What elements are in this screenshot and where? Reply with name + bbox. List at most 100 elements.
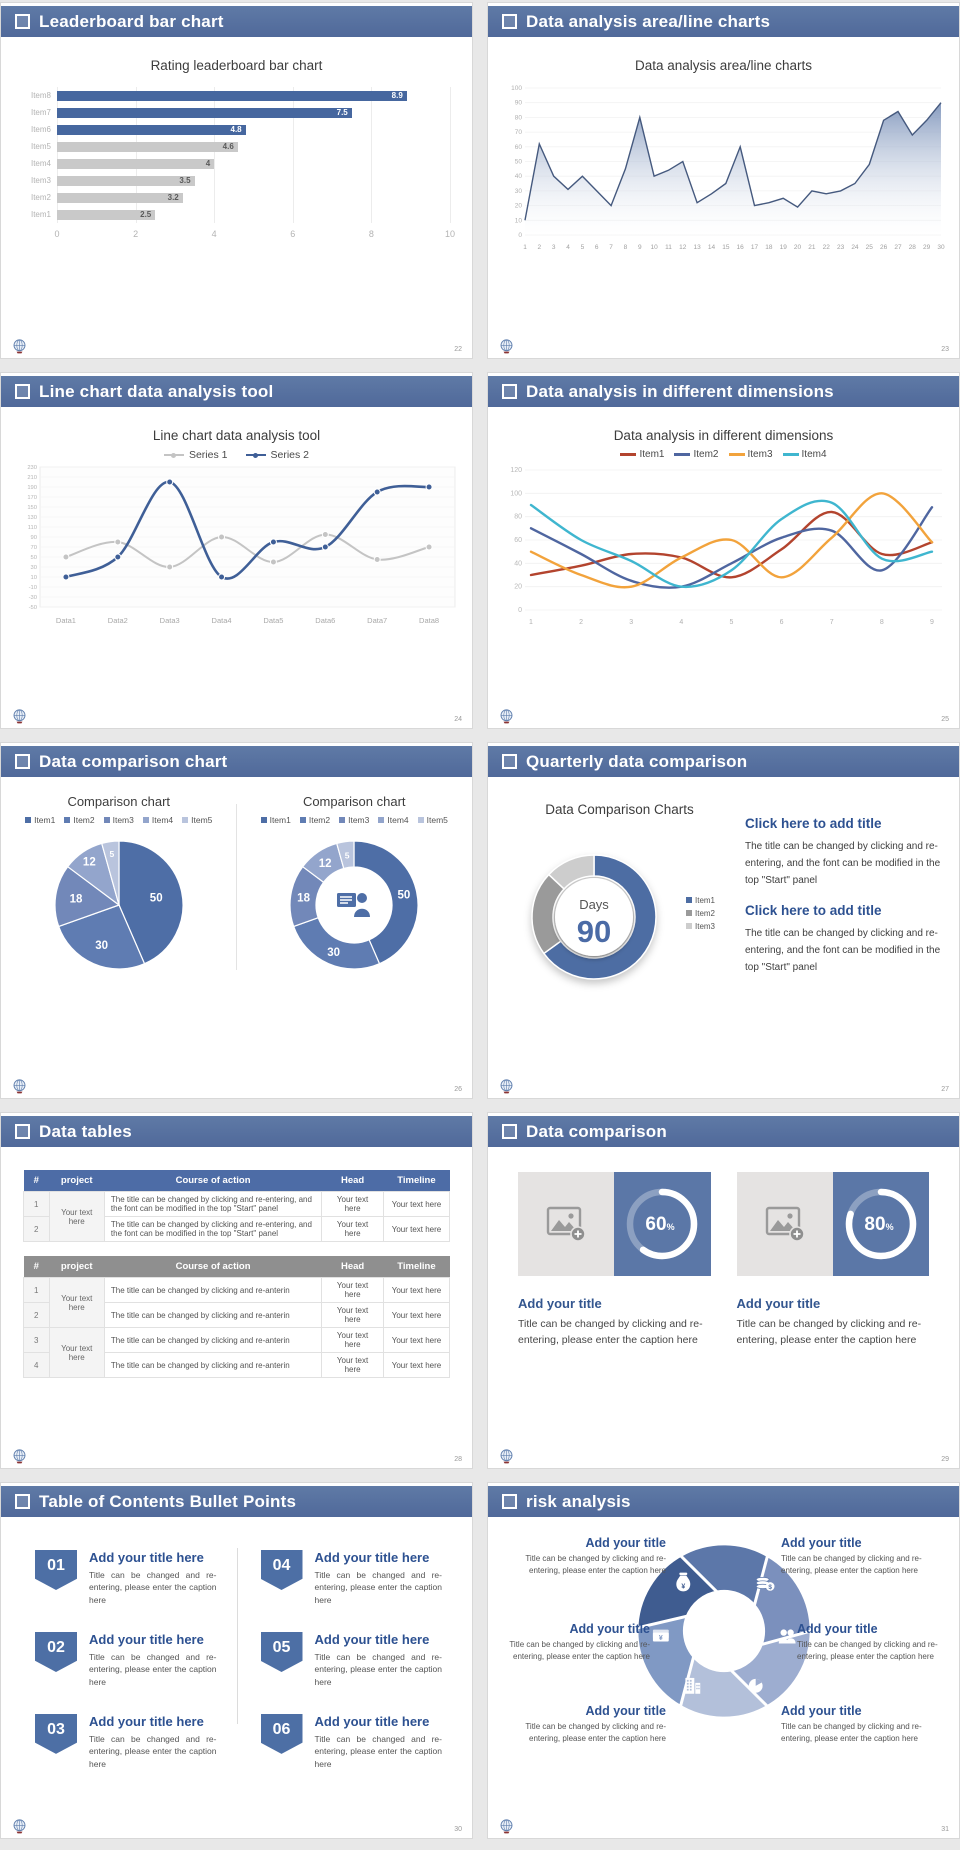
chart-title: Comparison chart: [67, 794, 171, 809]
legend-item: Item3: [686, 922, 715, 931]
svg-text:21: 21: [808, 244, 816, 251]
head-cell: Your text here: [321, 1302, 384, 1328]
page-number: 23: [941, 346, 949, 353]
panel-divider: [235, 804, 237, 970]
bar-track: 3.2: [57, 192, 450, 203]
page-number: 26: [454, 1086, 462, 1093]
card-caption: Title can be changed by clicking and re-…: [736, 1318, 922, 1347]
number-badge: 06: [260, 1713, 303, 1754]
risk-caption: Title can be changed by clicking and re-…: [797, 1640, 938, 1661]
page-number: 29: [941, 1456, 949, 1463]
legend-swatch: [103, 817, 110, 823]
svg-text:25: 25: [866, 244, 874, 251]
legend-label: Item3: [348, 815, 370, 825]
gridline: [135, 87, 137, 223]
page-number: 27: [941, 1086, 949, 1093]
toc-item-title: Add your title here: [314, 1631, 430, 1647]
bar: 4.6: [57, 141, 238, 152]
svg-text:11: 11: [665, 244, 672, 251]
column-header: Timeline: [383, 1256, 450, 1278]
legend-item: Item3: [339, 815, 369, 825]
block-heading: Click here to add title: [745, 816, 882, 831]
progress-ring-box: 80%: [832, 1172, 929, 1276]
svg-text:0: 0: [518, 232, 522, 239]
legend-item: Item4: [142, 815, 173, 825]
svg-text:30: 30: [95, 940, 108, 952]
slide-header: Quarterly data comparison: [488, 746, 959, 777]
slide-header: Line chart data analysis tool: [1, 376, 472, 407]
project-cell: Your text here: [48, 1277, 105, 1328]
slide-quarterly-comparison[interactable]: Quarterly data comparison Data Compariso…: [487, 742, 960, 1099]
risk-text-block: Add your title Title can be changed by cl…: [504, 1536, 666, 1577]
toc-item-title: Add your title here: [89, 1713, 204, 1729]
svg-text:1: 1: [529, 619, 533, 626]
risk-text-block: Add your title Title can be changed by cl…: [488, 1622, 650, 1663]
toc-text: Add your title here Title can be changed …: [315, 1632, 443, 1688]
column-header: Head: [321, 1170, 384, 1192]
column-header: project: [49, 1170, 105, 1192]
svg-text:70: 70: [31, 545, 37, 551]
building-icon: [684, 1677, 700, 1694]
chart-legend: Series 1 Series 2: [1, 449, 472, 461]
legend-item: Item1: [620, 449, 664, 460]
bar-row: Item6 4.8: [13, 121, 450, 138]
slide-toc-bullet-points[interactable]: Table of Contents Bullet Points 01 Add yo…: [0, 1482, 473, 1839]
svg-text:70: 70: [515, 129, 523, 136]
slide-title: Line chart data analysis tool: [39, 381, 274, 401]
svg-text:60: 60: [515, 144, 523, 151]
slide-data-comparison-pies[interactable]: Data comparison chart Comparison chart I…: [0, 742, 473, 1099]
svg-text:27: 27: [894, 244, 902, 251]
slide-area-line-charts[interactable]: Data analysis area/line charts Data anal…: [487, 2, 960, 359]
svg-text:30: 30: [937, 244, 945, 251]
bar-label: Item6: [30, 125, 51, 134]
number-badge: 02: [35, 1631, 77, 1672]
svg-text:12: 12: [319, 858, 332, 870]
globe-emblem-icon: [13, 709, 26, 724]
bar: 3.5: [57, 175, 195, 186]
toc-item: 05 Add your title here Title can be change…: [260, 1631, 443, 1688]
svg-text:100: 100: [511, 85, 522, 92]
legend-label: Item1: [34, 815, 56, 825]
slide-leaderboard-bar-chart[interactable]: Leaderboard bar chart Rating leaderboard…: [0, 2, 473, 359]
risk-text-block: Add your title Title can be changed by cl…: [504, 1704, 666, 1745]
bar-track: 4.6: [57, 141, 450, 152]
svg-text:30: 30: [31, 565, 37, 571]
legend-swatch: [728, 453, 745, 456]
legend-item: Item3: [728, 449, 773, 460]
slide-data-tables[interactable]: Data tables # project Course of action Head…: [0, 1112, 473, 1469]
donut-days-panel: Data Comparison Charts Days 90 Item1 Item2…: [508, 802, 731, 1005]
svg-text:12: 12: [83, 857, 96, 869]
bar-chart-gridlines: [57, 87, 451, 223]
bar-row: Item7 7.5: [13, 104, 450, 121]
risk-text-block: Add your title Title can be changed by cl…: [781, 1536, 943, 1577]
bar-value-label: 4.8: [230, 124, 242, 134]
column-divider: [236, 1548, 238, 1724]
svg-text:8: 8: [880, 619, 884, 626]
legend-label: Series 2: [270, 449, 310, 461]
svg-text:230: 230: [27, 465, 37, 471]
svg-text:20: 20: [514, 584, 522, 591]
slide-line-chart-tool[interactable]: Line chart data analysis tool Line chart…: [0, 372, 473, 729]
toc-item-caption: Title can be changed and re-entering, pl…: [89, 1651, 217, 1687]
brand-logo-icon: [13, 1079, 26, 1094]
card-visual: 80%: [736, 1172, 929, 1276]
svg-text:Data3: Data3: [160, 616, 180, 625]
bar-value-label: 8.9: [391, 90, 403, 100]
bar-label: Item7: [30, 108, 51, 117]
svg-text:14: 14: [708, 244, 716, 251]
slide-data-comparison-cards[interactable]: Data comparison 60% Add your title Title c…: [487, 1112, 960, 1469]
svg-text:30: 30: [515, 188, 523, 195]
gridline: [214, 87, 216, 223]
slide-dimensions-line-chart[interactable]: Data analysis in different dimensions Da…: [487, 372, 960, 729]
action-cell: The title can be changed by clicking and…: [103, 1216, 323, 1242]
project-cell: Your text here: [48, 1191, 105, 1242]
bar-value-label: 7.5: [336, 107, 348, 117]
svg-text:120: 120: [510, 467, 522, 474]
risk-text-block: Add your title Title can be changed by cl…: [781, 1704, 943, 1745]
square-bullet-icon: [15, 384, 30, 399]
card-caption: Title can be changed by clicking and re-…: [518, 1318, 703, 1347]
slide-risk-analysis[interactable]: risk analysis ¥ $ ¥ Add your title Title ca…: [487, 1482, 960, 1839]
bar: 7.5: [57, 107, 352, 118]
x-tick-label: 0: [54, 229, 60, 239]
legend-label: Item3: [747, 449, 773, 460]
